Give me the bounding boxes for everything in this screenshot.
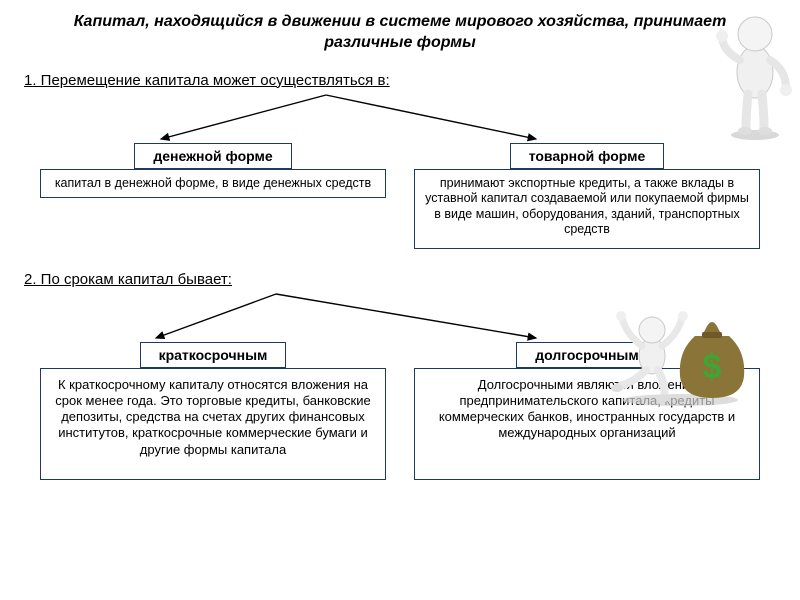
- section1-right-desc: принимают экспортные кредиты, а также вк…: [414, 169, 760, 249]
- svg-text:$: $: [703, 348, 722, 386]
- section1-heading: 1. Перемещение капитала может осуществля…: [0, 62, 800, 93]
- decorative-figure-moneybag: $: [600, 296, 760, 411]
- section1-left-label: денежной форме: [134, 143, 291, 169]
- section2-heading: 2. По срокам капитал бывает:: [0, 249, 800, 292]
- section1-left-col: денежной форме капитал в денежной форме,…: [40, 143, 386, 249]
- section1-right-label: товарной форме: [510, 143, 665, 169]
- section2-left-desc: К краткосрочному капиталу относятся влож…: [40, 368, 386, 480]
- section1-left-desc: капитал в денежной форме, в виде денежны…: [40, 169, 386, 199]
- page-title: Капитал, находящийся в движении в систем…: [0, 0, 800, 62]
- section1-right-col: товарной форме принимают экспортные кред…: [414, 143, 760, 249]
- section2-left-col: краткосрочным К краткосрочному капиталу …: [40, 342, 386, 480]
- section2-left-label: краткосрочным: [140, 342, 287, 368]
- section1-diagram: денежной форме капитал в денежной форме,…: [16, 93, 784, 249]
- section1-arrows: [16, 93, 784, 143]
